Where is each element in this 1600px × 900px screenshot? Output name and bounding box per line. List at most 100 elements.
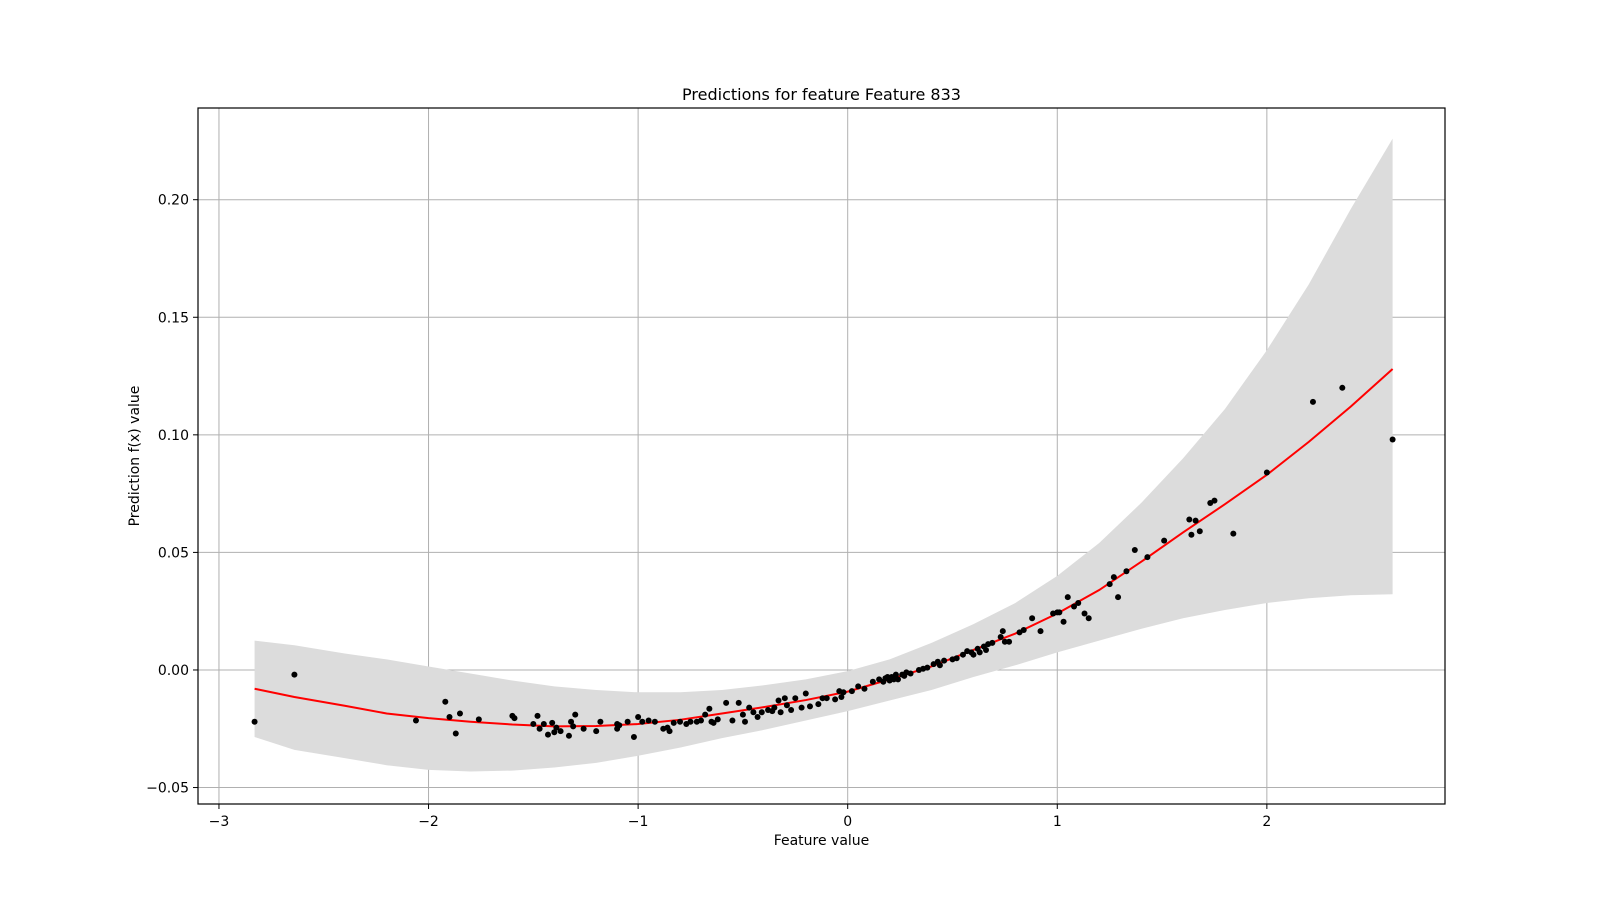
data-point	[593, 728, 600, 735]
x-tick-label: 2	[1262, 814, 1271, 830]
data-point	[1123, 568, 1130, 575]
data-point	[840, 689, 847, 696]
y-axis-title: Prediction f(x) value	[127, 386, 143, 527]
data-point	[1192, 517, 1199, 524]
data-point	[557, 728, 564, 735]
data-point	[983, 646, 990, 653]
data-point	[616, 722, 623, 729]
x-tick-label: −1	[628, 814, 649, 830]
x-axis-ticks: −3 −2 −1 0 1 2	[209, 804, 1271, 830]
data-point	[710, 719, 717, 726]
data-point	[580, 725, 587, 732]
data-point	[530, 721, 537, 728]
data-point	[869, 678, 876, 685]
y-tick-label: 0.10	[158, 428, 189, 444]
data-point	[1188, 531, 1195, 538]
data-point	[742, 718, 748, 725]
data-point	[781, 695, 788, 702]
data-point	[551, 729, 558, 736]
data-point	[572, 711, 579, 718]
data-point	[802, 690, 809, 697]
data-point	[1115, 594, 1122, 601]
data-point	[540, 721, 547, 728]
data-point	[1211, 497, 1218, 504]
data-point	[1006, 638, 1013, 645]
data-point	[941, 657, 948, 664]
data-point	[1110, 574, 1117, 581]
data-point	[788, 706, 795, 713]
data-point	[1075, 599, 1082, 606]
data-point	[565, 732, 572, 739]
data-point	[1037, 628, 1044, 635]
data-point	[645, 717, 652, 724]
confidence-band-area	[254, 138, 1393, 772]
y-tick-label: 0.05	[158, 545, 189, 561]
data-point	[1339, 384, 1346, 391]
data-point	[750, 709, 757, 716]
data-point	[970, 651, 977, 658]
data-point	[714, 716, 721, 723]
y-tick-label: 0.15	[158, 310, 189, 326]
x-axis-title: Feature value	[774, 833, 870, 849]
data-point	[1196, 528, 1203, 535]
chart-title: Predictions for feature Feature 833	[682, 85, 961, 104]
confidence-band	[254, 138, 1393, 772]
data-point	[677, 718, 684, 725]
data-point	[549, 719, 556, 726]
data-point	[754, 714, 761, 720]
data-point	[798, 704, 805, 711]
x-tick-label: −3	[209, 814, 230, 830]
data-point	[1071, 603, 1078, 610]
data-point	[729, 717, 736, 724]
data-point	[997, 634, 1004, 641]
data-point	[792, 695, 799, 702]
data-point	[892, 671, 899, 678]
data-point	[777, 709, 784, 716]
data-point	[1389, 436, 1396, 443]
y-axis-ticks: −0.05 0.00 0.05 0.10 0.15 0.20	[146, 193, 198, 797]
data-point	[989, 639, 996, 646]
data-point	[697, 717, 704, 724]
data-point	[823, 695, 830, 702]
data-point	[651, 718, 658, 725]
data-point	[442, 698, 449, 705]
data-point	[412, 717, 419, 724]
data-point	[1309, 398, 1316, 405]
data-point	[1161, 537, 1168, 544]
data-point	[907, 670, 914, 677]
data-point	[953, 655, 960, 662]
data-point	[545, 731, 551, 738]
data-point	[251, 718, 258, 725]
data-point	[568, 718, 575, 725]
data-point	[1064, 594, 1071, 601]
data-point	[534, 712, 541, 719]
data-point	[1106, 581, 1113, 588]
data-point	[739, 711, 746, 718]
y-tick-label: 0.00	[158, 663, 189, 679]
data-point	[1081, 610, 1088, 617]
data-point	[630, 733, 637, 740]
data-point	[1056, 609, 1063, 616]
data-point	[746, 704, 753, 711]
data-point	[959, 651, 966, 658]
data-point	[291, 671, 298, 678]
data-point	[1230, 530, 1237, 537]
data-point	[639, 718, 646, 725]
data-point	[936, 662, 943, 669]
data-point	[775, 697, 782, 704]
data-points	[251, 384, 1396, 740]
data-point	[1131, 547, 1138, 554]
data-point	[446, 714, 453, 720]
data-point	[895, 676, 901, 683]
data-point	[832, 696, 839, 703]
data-point	[1020, 627, 1027, 633]
data-point	[758, 709, 765, 716]
y-tick-label: 0.20	[158, 193, 189, 209]
data-point	[819, 695, 826, 702]
data-point	[848, 688, 855, 695]
data-point	[1060, 618, 1067, 625]
data-point	[666, 728, 673, 735]
x-tick-label: 0	[843, 814, 852, 830]
data-point	[702, 711, 709, 718]
data-point	[570, 723, 577, 730]
